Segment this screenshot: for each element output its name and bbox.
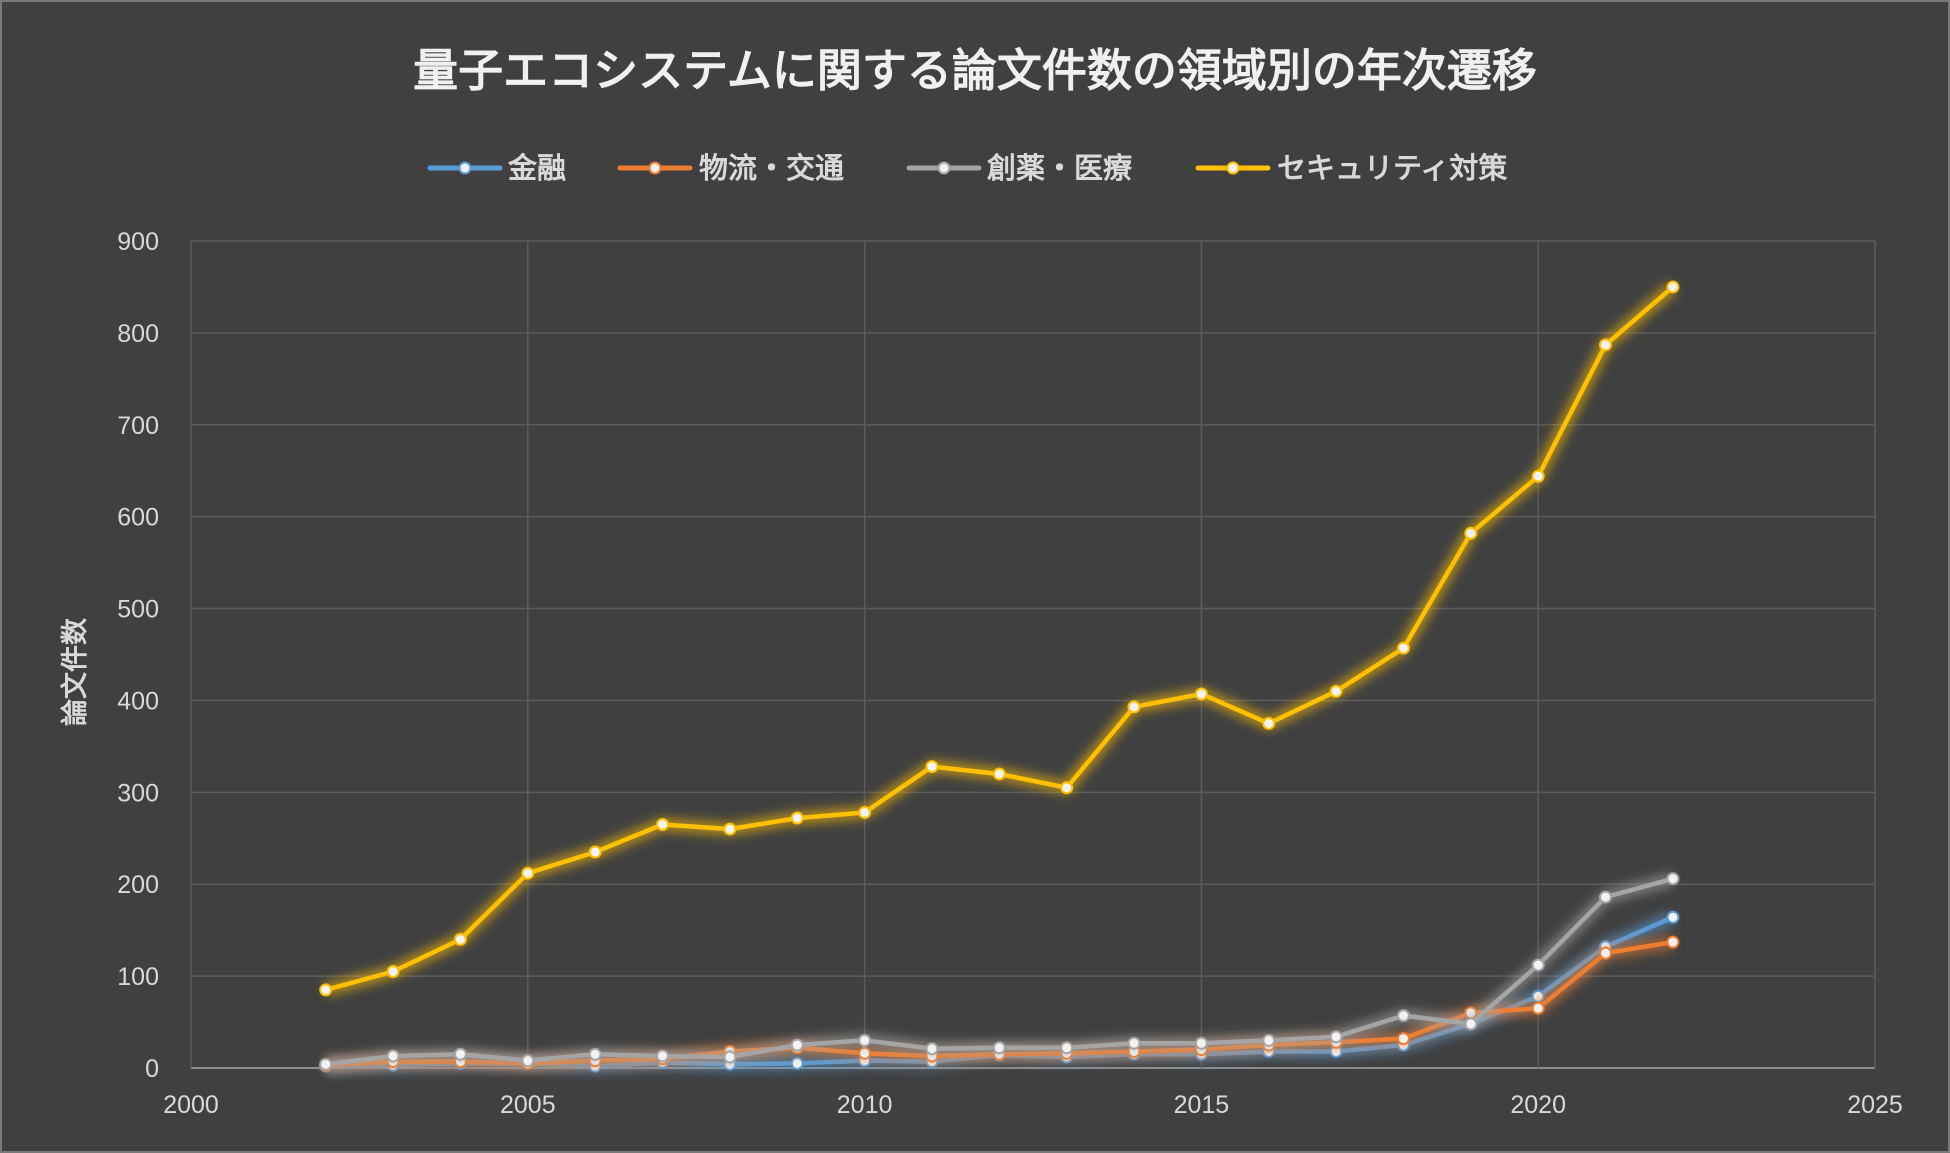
data-point [992, 1041, 1006, 1055]
data-point [858, 1033, 872, 1047]
y-tick-label: 400 [117, 687, 159, 715]
data-point [1464, 526, 1478, 540]
data-point [1666, 910, 1680, 924]
data-point [1194, 687, 1208, 701]
plot-series [319, 280, 1680, 1074]
data-point [1329, 684, 1343, 698]
data-point [925, 1042, 939, 1056]
y-tick-label: 300 [117, 779, 159, 807]
data-point [1060, 781, 1074, 795]
data-point [1599, 338, 1613, 352]
x-tick-label: 2020 [1510, 1091, 1566, 1119]
data-point [1329, 1030, 1343, 1044]
y-tick-label: 900 [117, 228, 159, 256]
y-tick-label: 700 [117, 412, 159, 440]
y-axis-label: 論文件数 [59, 617, 91, 726]
data-point [1599, 946, 1613, 960]
data-point [386, 965, 400, 979]
y-tick-label: 600 [117, 504, 159, 532]
data-point [1262, 716, 1276, 730]
data-point [1531, 469, 1545, 483]
data-point [521, 1054, 535, 1068]
data-point [1666, 935, 1680, 949]
legend-swatch-marker [1226, 161, 1240, 175]
data-point [992, 767, 1006, 781]
data-point [858, 1046, 872, 1060]
data-point [1666, 872, 1680, 886]
legend-label: 物流・交通 [699, 151, 844, 185]
data-point [453, 932, 467, 946]
legend-item-2[interactable]: 創薬・医療 [906, 151, 1133, 185]
x-tick-label: 2025 [1847, 1091, 1903, 1119]
data-point [723, 1050, 737, 1064]
data-point [1262, 1033, 1276, 1047]
data-point [790, 1056, 804, 1070]
y-tick-label: 100 [117, 963, 159, 991]
data-point [1531, 958, 1545, 972]
data-point [319, 983, 333, 997]
data-point [656, 1049, 670, 1063]
data-point [588, 1047, 602, 1061]
y-tick-label: 200 [117, 871, 159, 899]
data-point [1127, 1036, 1141, 1050]
data-point [1194, 1036, 1208, 1050]
data-point [656, 817, 670, 831]
data-point [521, 866, 535, 880]
data-point [925, 760, 939, 774]
x-tick-label: 2010 [837, 1091, 893, 1119]
data-point [453, 1047, 467, 1061]
data-point [1060, 1041, 1074, 1055]
x-tick-label: 2000 [163, 1091, 219, 1119]
chart-title: 量子エコシステムに関する論文件数の領域別の年次遷移 [413, 44, 1537, 97]
data-point [1464, 1017, 1478, 1031]
legend-item-1[interactable]: 物流・交通 [617, 151, 844, 185]
legend-swatch-marker [937, 161, 951, 175]
data-point [1127, 700, 1141, 714]
data-point [588, 845, 602, 859]
data-point [1531, 1001, 1545, 1015]
plot-grid [190, 240, 1876, 1069]
data-point [1666, 280, 1680, 294]
y-tick-label: 500 [117, 596, 159, 624]
legend-item-3[interactable]: セキュリティ対策 [1195, 151, 1508, 185]
legend-label: 金融 [507, 151, 566, 185]
legend-swatch-marker [458, 161, 472, 175]
x-axis: 2000 2005 2010 2015 2020 2025 [163, 1091, 1903, 1119]
legend-label: セキュリティ対策 [1277, 151, 1508, 185]
data-point [1396, 641, 1410, 655]
legend-item-0[interactable]: 金融 [427, 151, 566, 185]
data-point [1599, 890, 1613, 904]
data-point [386, 1049, 400, 1063]
y-tick-label: 800 [117, 320, 159, 348]
data-point [723, 822, 737, 836]
x-tick-label: 2015 [1174, 1091, 1230, 1119]
x-tick-label: 2005 [500, 1091, 556, 1119]
data-point [319, 1057, 333, 1071]
y-tick-label: 0 [145, 1055, 159, 1083]
data-point [790, 1038, 804, 1052]
data-point [1396, 1009, 1410, 1023]
data-point [790, 811, 804, 825]
data-point [858, 806, 872, 820]
data-point [1396, 1032, 1410, 1046]
y-axis: 0 100 200 300 400 500 600 700 800 900 [117, 228, 159, 1083]
chart-legend: 金融 物流・交通 創薬・医療 セキュリティ対策 [427, 151, 1508, 185]
legend-swatch-marker [648, 161, 662, 175]
legend-label: 創薬・医療 [987, 151, 1133, 185]
